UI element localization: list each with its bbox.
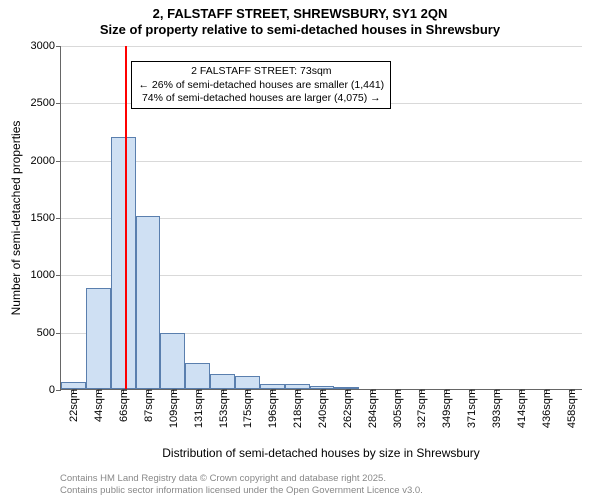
xtick-label: 196sqm (265, 389, 279, 428)
ytick-label: 500 (37, 327, 61, 339)
xtick-label: 393sqm (489, 389, 503, 428)
xtick-label: 240sqm (315, 389, 329, 428)
annotation-line: 2 FALSTAFF STREET: 73sqm (138, 65, 384, 78)
histogram-bar (111, 137, 136, 389)
annotation-line: 74% of semi-detached houses are larger (… (138, 92, 384, 105)
reference-line (125, 46, 127, 389)
histogram-bar (61, 382, 86, 389)
xtick-label: 436sqm (539, 389, 553, 428)
xtick-label: 109sqm (166, 389, 180, 428)
annotation-line: ← 26% of semi-detached houses are smalle… (138, 79, 384, 92)
histogram-bar (160, 333, 185, 389)
xtick-label: 153sqm (216, 389, 230, 428)
xtick-label: 349sqm (439, 389, 453, 428)
ytick-label: 3000 (31, 40, 61, 52)
y-axis-label: Number of semi-detached properties (9, 121, 23, 316)
histogram-bar (185, 363, 210, 389)
chart-title-line1: 2, FALSTAFF STREET, SHREWSBURY, SY1 2QN (0, 0, 600, 22)
ytick-label: 1500 (31, 212, 61, 224)
gridline (61, 161, 582, 162)
histogram-bar (210, 374, 235, 389)
xtick-label: 327sqm (414, 389, 428, 428)
histogram-bar (136, 216, 161, 389)
xtick-label: 262sqm (340, 389, 354, 428)
footer-line1: Contains HM Land Registry data © Crown c… (60, 473, 594, 484)
xtick-label: 44sqm (91, 389, 105, 422)
ytick-label: 2000 (31, 155, 61, 167)
ytick-label: 2500 (31, 97, 61, 109)
xtick-label: 66sqm (116, 389, 130, 422)
xtick-label: 218sqm (290, 389, 304, 428)
histogram-bar (86, 288, 111, 389)
ytick-label: 0 (49, 384, 61, 396)
xtick-label: 458sqm (564, 389, 578, 428)
xtick-label: 87sqm (141, 389, 155, 422)
annotation-box: 2 FALSTAFF STREET: 73sqm← 26% of semi-de… (131, 61, 391, 108)
footer-line2: Contains public sector information licen… (60, 485, 594, 496)
xtick-label: 131sqm (191, 389, 205, 428)
xtick-label: 414sqm (514, 389, 528, 428)
gridline (61, 46, 582, 47)
plot-area: 05001000150020002500300022sqm44sqm66sqm8… (60, 46, 582, 390)
ytick-label: 1000 (31, 269, 61, 281)
x-axis-label: Distribution of semi-detached houses by … (162, 446, 479, 460)
xtick-label: 284sqm (365, 389, 379, 428)
chart-container: 2, FALSTAFF STREET, SHREWSBURY, SY1 2QN … (0, 0, 600, 500)
attribution-footer: Contains HM Land Registry data © Crown c… (0, 471, 600, 500)
xtick-label: 305sqm (390, 389, 404, 428)
xtick-label: 175sqm (240, 389, 254, 428)
chart-title-line2: Size of property relative to semi-detach… (0, 22, 600, 38)
xtick-label: 371sqm (464, 389, 478, 428)
histogram-bar (235, 376, 260, 389)
xtick-label: 22sqm (66, 389, 80, 422)
